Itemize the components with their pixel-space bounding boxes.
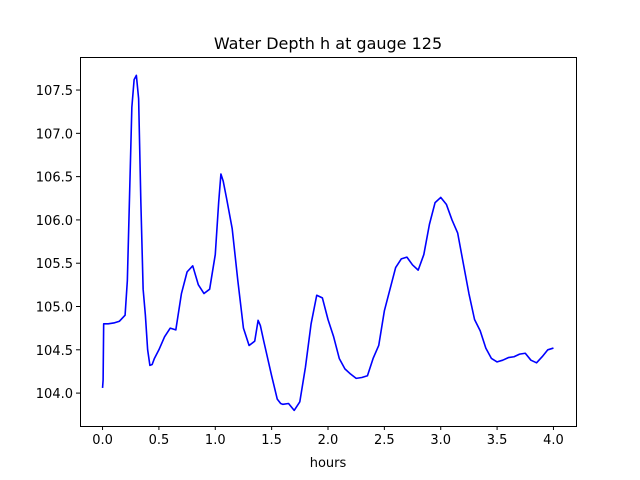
x-tick-label: 4.0 — [543, 433, 564, 448]
x-tick-label: 3.0 — [430, 433, 451, 448]
y-tick-label: 105.0 — [36, 301, 73, 316]
x-tick-label: 1.5 — [261, 433, 282, 448]
x-axis-label: hours — [310, 456, 347, 471]
x-tick-label: 0.5 — [149, 433, 170, 448]
plot-area — [80, 57, 577, 427]
x-tick-label: 2.5 — [374, 433, 395, 448]
x-tick-label: 0.0 — [92, 433, 113, 448]
x-tick-label: 2.0 — [318, 433, 339, 448]
y-tick-label: 105.5 — [36, 257, 73, 272]
chart-title: Water Depth h at gauge 125 — [214, 34, 442, 53]
y-tick-label: 104.0 — [36, 387, 73, 402]
y-tick-label: 106.0 — [36, 214, 73, 229]
y-tick-label: 107.0 — [36, 127, 73, 142]
y-axis: 104.0 104.5 105.0 105.5 106.0 106.5 107.0 107.5 — [36, 84, 80, 402]
x-tick-label: 1.0 — [205, 433, 226, 448]
y-tick-label: 106.5 — [36, 171, 73, 186]
axes-frame — [80, 57, 577, 427]
series-line-water-depth — [101, 74, 554, 412]
y-tick-label: 107.5 — [36, 84, 73, 99]
x-axis: 0.0 0.5 1.0 1.5 2.0 2.5 3.0 3.5 4.0 — [92, 426, 564, 448]
x-tick-label: 3.5 — [487, 433, 508, 448]
y-tick-label: 104.5 — [36, 344, 73, 359]
